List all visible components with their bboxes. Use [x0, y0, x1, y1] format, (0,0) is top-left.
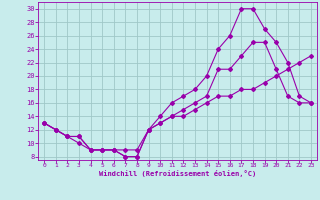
X-axis label: Windchill (Refroidissement éolien,°C): Windchill (Refroidissement éolien,°C): [99, 170, 256, 177]
